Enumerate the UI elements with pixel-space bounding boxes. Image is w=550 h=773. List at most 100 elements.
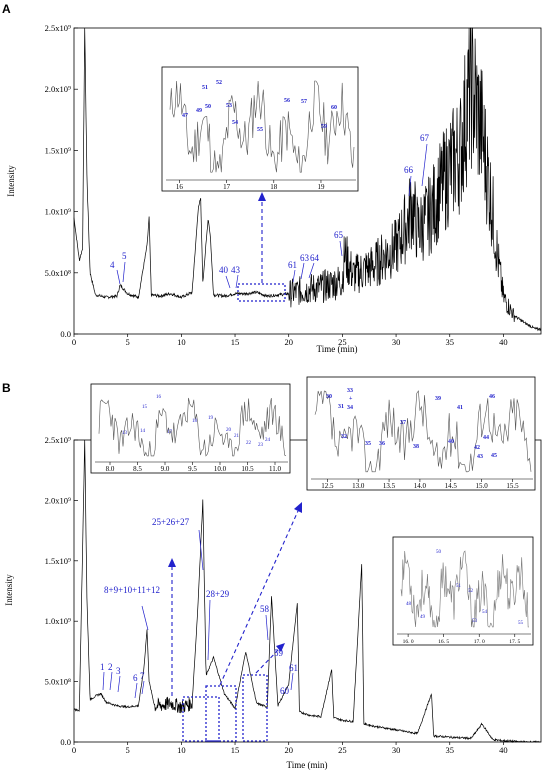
peak-label: 32 xyxy=(341,434,347,440)
x-tick-label: 15 xyxy=(231,337,240,347)
leader-line xyxy=(134,682,138,699)
panel-b-inset-1: 8.0 8.5 9.0 9.5 10.0 10.5 11.0 13 14 15 16 17 … xyxy=(90,383,291,474)
inset-x-tick-label: 8.5 xyxy=(133,465,142,473)
inset-x-ticks: 16. 0 16. 5 17. 0 17. 5 xyxy=(397,633,531,645)
inset-x-tick-label: 19 xyxy=(317,183,325,191)
panel-a-trace xyxy=(73,27,542,332)
y-tick-label: 1.5x10⁹ xyxy=(45,145,71,155)
leader-line xyxy=(117,675,121,693)
x-tick-label: 20 xyxy=(284,337,293,347)
peak-label: 17 xyxy=(167,430,173,435)
inset-frame xyxy=(161,66,359,192)
x-tick-label: 20 xyxy=(284,745,293,755)
inset-x-tick-label: 18 xyxy=(270,183,278,191)
panel-a-frame xyxy=(73,27,542,335)
peak-label: 43 xyxy=(477,454,483,460)
peak-label: 4 xyxy=(110,260,115,270)
inset-frame xyxy=(392,536,534,646)
peak-label: 5 xyxy=(122,251,127,261)
y-tick-label: 2.5x10⁹ xyxy=(45,23,71,33)
leader-line xyxy=(116,269,121,285)
inset-x-tick-label: 9.0 xyxy=(161,465,170,473)
x-tick-label: 25 xyxy=(338,337,347,347)
x-tick-label: 25 xyxy=(338,745,347,755)
peak-label: 53 xyxy=(472,619,478,624)
inset-frame xyxy=(90,383,291,474)
x-tick-label: 15 xyxy=(231,745,240,755)
inset-x-tick-label: 17. 5 xyxy=(509,639,520,645)
arrowhead xyxy=(168,558,176,567)
peak-label: 51 xyxy=(456,584,462,589)
inset-x-tick-label: 10.5 xyxy=(241,465,254,473)
leader-line xyxy=(198,529,204,571)
x-tick-label: 30 xyxy=(392,337,401,347)
peak-label: 50 xyxy=(436,550,442,555)
peak-label: 18 xyxy=(192,419,198,424)
panel-b-zoom-region-2 xyxy=(205,685,237,742)
peak-label: 49 xyxy=(420,615,426,620)
panel-a-inset: 16 17 18 19 47 49 50 51 52 53 54 55 56 57 5… xyxy=(161,66,359,192)
y-tick-label: 1.0x10⁹ xyxy=(45,207,71,217)
peak-label: 1 xyxy=(100,662,105,672)
y-tick-label: 0.0 xyxy=(60,737,71,747)
panel-b-zoom-arrow xyxy=(255,647,281,674)
peak-label: + xyxy=(349,396,353,402)
inset-x-tick-label: 15.5 xyxy=(506,482,519,490)
inset-x-tick-label: 11.0 xyxy=(269,465,281,473)
peak-label: 8+9+10+11+12 xyxy=(104,585,160,595)
x-tick-label: 10 xyxy=(177,337,186,347)
x-tick-label: 40 xyxy=(499,337,508,347)
x-tick-label: 40 xyxy=(499,745,508,755)
y-tick-label: 0.0 xyxy=(60,329,71,339)
inset-x-tick-label: 16. 0 xyxy=(403,639,414,645)
peak-label: 43 xyxy=(231,265,241,275)
peak-label: 59 xyxy=(321,124,327,130)
leader-line xyxy=(308,262,315,279)
panel-a-x-title: Time (min) xyxy=(317,344,358,354)
peak-label: 53 xyxy=(226,103,232,109)
panel-b-label: B xyxy=(2,381,11,395)
inset-x-ticks: 8.0 8.5 9.0 9.5 10.0 10.5 11.0 xyxy=(95,461,288,473)
panel-a-x-ticks: 0 5 10 15 20 25 30 35 40 xyxy=(72,334,508,347)
leader-line xyxy=(141,680,145,695)
leader-line xyxy=(235,274,239,289)
x-tick-label: 0 xyxy=(72,745,76,755)
x-tick-label: 30 xyxy=(392,745,401,755)
inset-x-tick-label: 14.5 xyxy=(445,482,458,490)
peak-label: 60 xyxy=(331,105,337,111)
panel-b: B 0.0 5.0x10⁸ 1.0x10⁹ 1.5x10⁹ 2.0x10⁹ 2.5x10⁹… xyxy=(2,376,542,770)
peak-label: 41 xyxy=(457,405,463,411)
leader-line xyxy=(109,671,113,691)
panel-a: A 0.0 5.0x10⁸ 1.0x10⁹ 1.5x10⁹ 2.0x10⁹ 2.5x10⁹… xyxy=(2,2,542,354)
peak-label: 46 xyxy=(489,394,495,400)
peak-label: 54 xyxy=(232,120,238,126)
peak-label: 19 xyxy=(208,416,214,421)
panel-b-zoom-region-3 xyxy=(242,674,268,742)
peak-label: 7 xyxy=(140,671,145,681)
peak-label: 25+26+27 xyxy=(152,517,190,527)
panel-b-x-ticks: 0 5 10 15 20 25 30 35 40 xyxy=(72,742,508,755)
inset-x-tick-label: 12.5 xyxy=(321,482,334,490)
peak-label: 55 xyxy=(518,621,524,626)
panel-b-inset-3: 16. 0 16. 5 17. 0 17. 5 48 49 50 51 52 53 5… xyxy=(392,536,534,646)
panel-b-peak-labels: 1 2 3 6 7 8+9+10+11+12 25+26+27 28+29 58… xyxy=(100,517,298,699)
peak-label: 20 xyxy=(226,428,232,433)
inset-trace xyxy=(400,550,529,628)
leader-line xyxy=(141,605,149,631)
arrowhead xyxy=(294,502,302,513)
leader-line xyxy=(207,599,211,661)
leader-line xyxy=(225,275,231,289)
peak-label: 66 xyxy=(404,165,414,175)
peak-label: 30 xyxy=(326,394,332,400)
inset-trace xyxy=(169,80,355,173)
panel-a-y-title: Intensity xyxy=(6,165,16,197)
peak-label: 28+29 xyxy=(206,589,230,599)
peak-label: 52 xyxy=(468,589,474,594)
arrowhead xyxy=(258,192,266,201)
leader-line xyxy=(290,672,294,691)
y-tick-label: 5.0x10⁸ xyxy=(45,268,71,278)
x-tick-label: 35 xyxy=(445,337,454,347)
panel-a-peak-labels: 4 5 40 43 61 63 64 65 66 67 xyxy=(110,133,430,289)
peak-label: 51 xyxy=(202,85,208,91)
